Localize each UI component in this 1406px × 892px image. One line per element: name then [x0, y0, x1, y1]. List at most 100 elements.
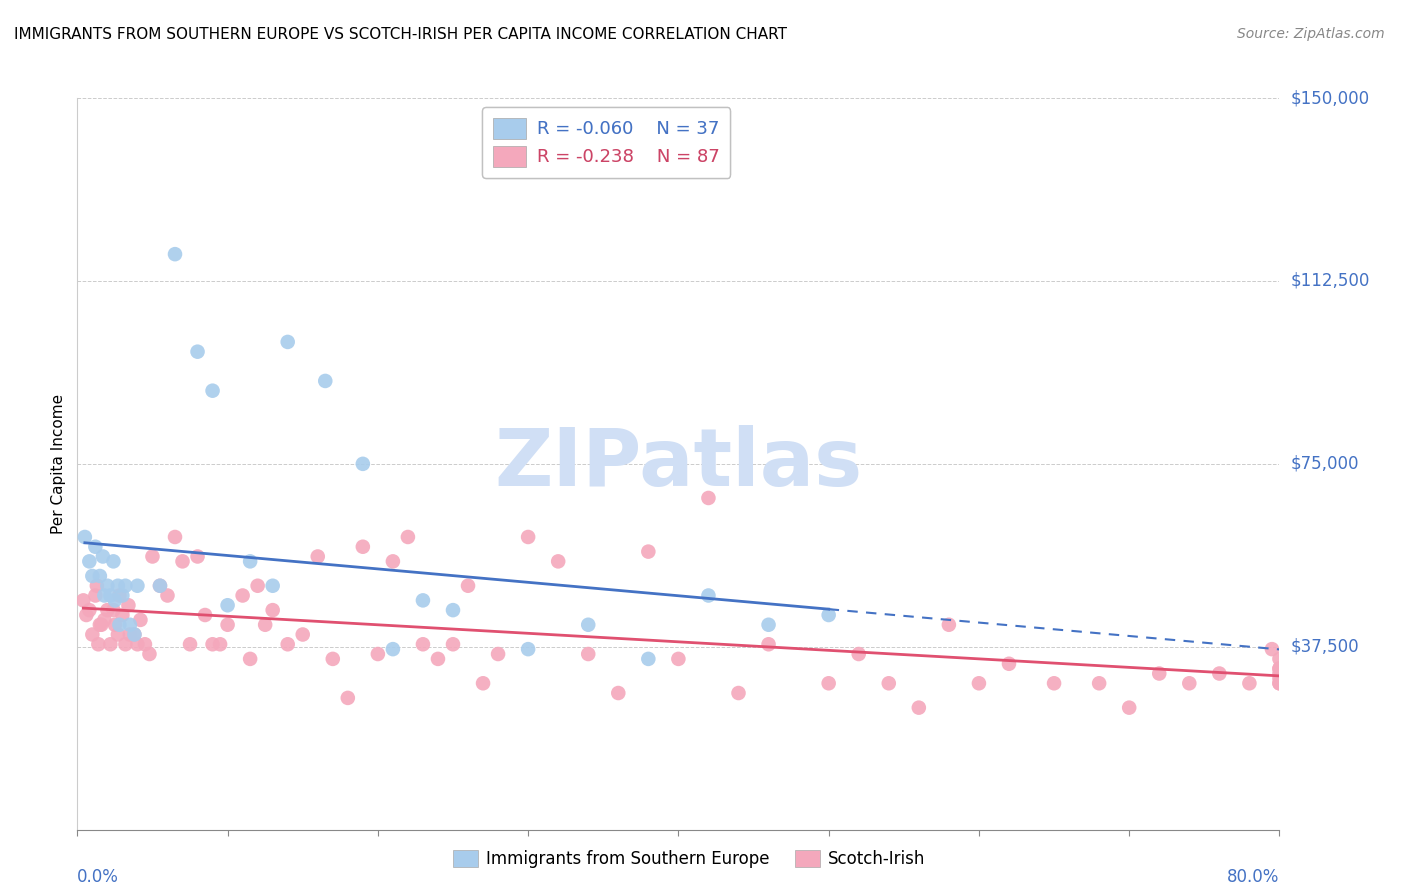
- Point: [441, 637, 464, 651]
- Point: [89, 569, 111, 583]
- Point: [194, 607, 217, 622]
- Point: [576, 617, 599, 632]
- Point: [239, 652, 262, 666]
- Point: [1088, 676, 1111, 690]
- Point: [86, 579, 108, 593]
- Point: [367, 647, 389, 661]
- Point: [246, 579, 269, 593]
- Point: [90, 617, 112, 632]
- Point: [517, 530, 540, 544]
- Point: [82, 627, 104, 641]
- Point: [517, 642, 540, 657]
- Point: [117, 599, 139, 613]
- Point: [441, 603, 464, 617]
- Point: [108, 617, 131, 632]
- Point: [134, 637, 156, 651]
- Point: [104, 617, 127, 632]
- Text: $37,500: $37,500: [1291, 638, 1360, 656]
- Point: [427, 652, 450, 666]
- Point: [307, 549, 329, 564]
- Text: $75,000: $75,000: [1291, 455, 1360, 473]
- Point: [758, 637, 780, 651]
- Point: [186, 344, 209, 359]
- Point: [1239, 676, 1261, 690]
- Point: [1268, 676, 1291, 690]
- Point: [727, 686, 749, 700]
- Point: [87, 637, 110, 651]
- Point: [79, 603, 101, 617]
- Y-axis label: Per Capita Income: Per Capita Income: [51, 393, 66, 534]
- Point: [457, 579, 479, 593]
- Point: [172, 554, 194, 568]
- Point: [163, 247, 186, 261]
- Point: [129, 613, 152, 627]
- Legend: Immigrants from Southern Europe, Scotch-Irish: Immigrants from Southern Europe, Scotch-…: [446, 843, 932, 875]
- Point: [1149, 666, 1171, 681]
- Point: [1261, 642, 1284, 657]
- Point: [104, 593, 127, 607]
- Point: [141, 549, 163, 564]
- Point: [472, 676, 495, 690]
- Point: [186, 549, 209, 564]
- Point: [352, 457, 374, 471]
- Point: [127, 579, 149, 593]
- Point: [156, 589, 179, 603]
- Point: [108, 589, 131, 603]
- Point: [103, 554, 125, 568]
- Point: [149, 579, 172, 593]
- Point: [232, 589, 254, 603]
- Point: [93, 589, 115, 603]
- Point: [149, 579, 172, 593]
- Point: [179, 637, 201, 651]
- Text: IMMIGRANTS FROM SOUTHERN EUROPE VS SCOTCH-IRISH PER CAPITA INCOME CORRELATION CH: IMMIGRANTS FROM SOUTHERN EUROPE VS SCOTC…: [14, 27, 787, 42]
- Point: [201, 637, 224, 651]
- Point: [1268, 652, 1291, 666]
- Legend: R = -0.060    N = 37, R = -0.238    N = 87: R = -0.060 N = 37, R = -0.238 N = 87: [482, 107, 730, 178]
- Point: [118, 627, 141, 641]
- Point: [412, 593, 434, 607]
- Text: 80.0%: 80.0%: [1227, 869, 1279, 887]
- Point: [314, 374, 336, 388]
- Point: [758, 617, 780, 632]
- Point: [1178, 676, 1201, 690]
- Point: [1118, 700, 1140, 714]
- Text: 0.0%: 0.0%: [77, 869, 120, 887]
- Point: [209, 637, 232, 651]
- Point: [96, 603, 118, 617]
- Point: [73, 530, 96, 544]
- Point: [84, 589, 107, 603]
- Point: [381, 554, 404, 568]
- Point: [607, 686, 630, 700]
- Point: [107, 627, 129, 641]
- Point: [138, 647, 160, 661]
- Point: [1268, 676, 1291, 690]
- Point: [217, 617, 239, 632]
- Point: [637, 652, 659, 666]
- Point: [1268, 662, 1291, 676]
- Point: [336, 690, 359, 705]
- Point: [817, 676, 839, 690]
- Point: [124, 627, 146, 641]
- Point: [111, 589, 134, 603]
- Point: [277, 334, 299, 349]
- Point: [908, 700, 931, 714]
- Point: [381, 642, 404, 657]
- Point: [1268, 662, 1291, 676]
- Text: $150,000: $150,000: [1291, 89, 1369, 107]
- Point: [114, 637, 136, 651]
- Point: [938, 617, 960, 632]
- Point: [262, 603, 284, 617]
- Point: [998, 657, 1021, 671]
- Point: [697, 491, 720, 505]
- Point: [1043, 676, 1066, 690]
- Point: [239, 554, 262, 568]
- Point: [201, 384, 224, 398]
- Point: [486, 647, 509, 661]
- Text: Source: ZipAtlas.com: Source: ZipAtlas.com: [1237, 27, 1385, 41]
- Point: [412, 637, 434, 651]
- Point: [89, 617, 111, 632]
- Point: [124, 627, 146, 641]
- Point: [352, 540, 374, 554]
- Text: $112,500: $112,500: [1291, 272, 1369, 290]
- Point: [127, 637, 149, 651]
